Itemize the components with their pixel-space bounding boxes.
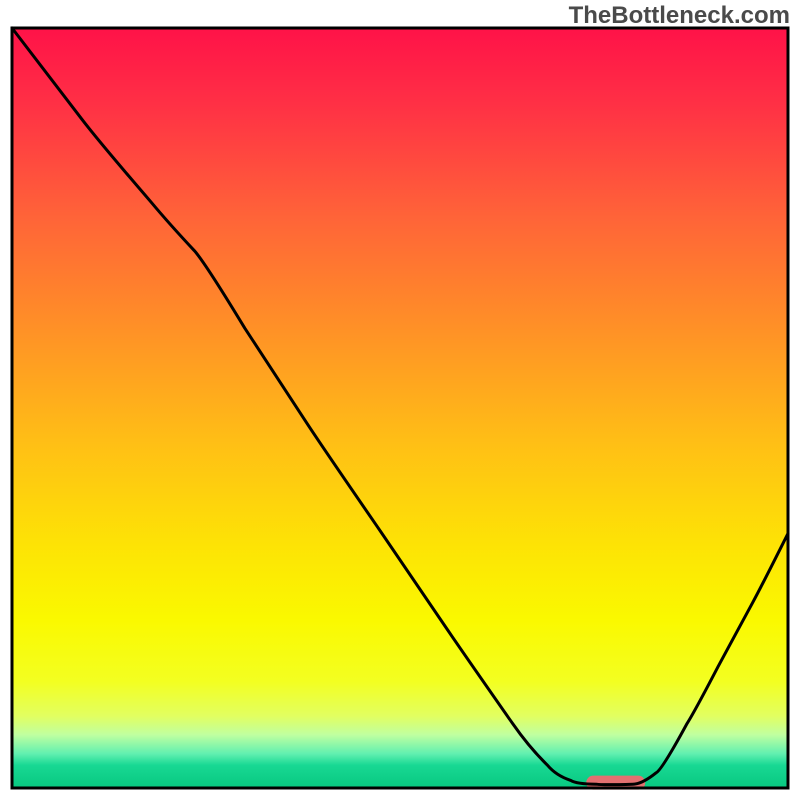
watermark-text: TheBottleneck.com: [569, 2, 790, 30]
chart-container: TheBottleneck.com: [0, 0, 800, 800]
gradient-background: [12, 28, 788, 788]
gradient-line-chart: [0, 0, 800, 800]
